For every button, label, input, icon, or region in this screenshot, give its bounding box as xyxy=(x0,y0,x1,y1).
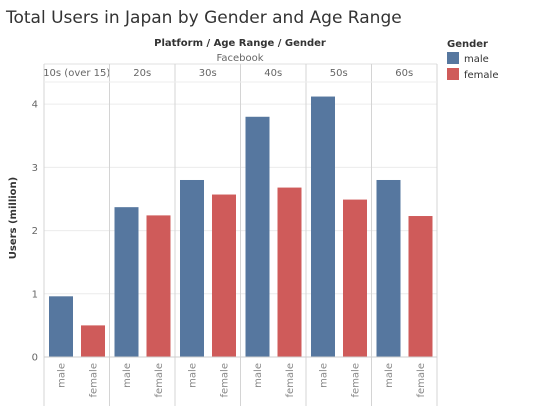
column-header: Platform / Age Range / Gender xyxy=(154,38,326,49)
bar-female xyxy=(81,325,105,357)
bar-male xyxy=(245,116,270,358)
x-category-label: male xyxy=(253,363,264,388)
legend-title: Gender xyxy=(447,39,488,50)
age-range-label: 60s xyxy=(395,68,413,79)
age-range-label: 10s (over 15) xyxy=(43,68,110,79)
x-category-label: male xyxy=(188,363,199,388)
y-tick-label: 1 xyxy=(32,289,38,300)
y-tick-label: 0 xyxy=(32,353,38,364)
platform-header: Facebook xyxy=(217,53,264,64)
legend-swatch-female xyxy=(447,68,459,80)
age-range-label: 50s xyxy=(330,68,348,79)
x-category-label: male xyxy=(319,363,330,388)
y-axis-label: Users (million) xyxy=(8,177,19,259)
bar-male xyxy=(376,179,401,357)
legend-label-female: female xyxy=(464,70,498,81)
age-range-label: 20s xyxy=(133,68,151,79)
bar-male xyxy=(49,296,73,357)
x-category-label: female xyxy=(154,363,165,397)
legend-label-male: male xyxy=(464,54,489,65)
x-category-label: male xyxy=(384,363,395,388)
bar-male xyxy=(114,207,139,357)
x-category-label: female xyxy=(285,363,296,397)
x-category-label: female xyxy=(89,363,100,397)
age-range-label: 40s xyxy=(264,68,282,79)
bar-male xyxy=(180,179,204,357)
legend-swatch-male xyxy=(447,52,459,64)
bar-female xyxy=(408,216,433,357)
x-category-label: male xyxy=(57,363,68,388)
bar-female xyxy=(343,199,367,357)
x-category-label: female xyxy=(351,363,362,397)
y-tick-label: 3 xyxy=(32,163,38,174)
bar-female xyxy=(277,187,302,357)
bar-male xyxy=(311,96,335,358)
chart-title: Total Users in Japan by Gender and Age R… xyxy=(5,8,402,28)
x-category-label: male xyxy=(122,363,133,388)
y-tick-label: 4 xyxy=(32,100,38,111)
bar-female xyxy=(212,194,236,357)
y-tick-label: 2 xyxy=(32,226,38,237)
x-category-label: female xyxy=(416,363,427,397)
bar-female xyxy=(146,215,171,357)
x-category-label: female xyxy=(220,363,231,397)
age-range-label: 30s xyxy=(199,68,217,79)
